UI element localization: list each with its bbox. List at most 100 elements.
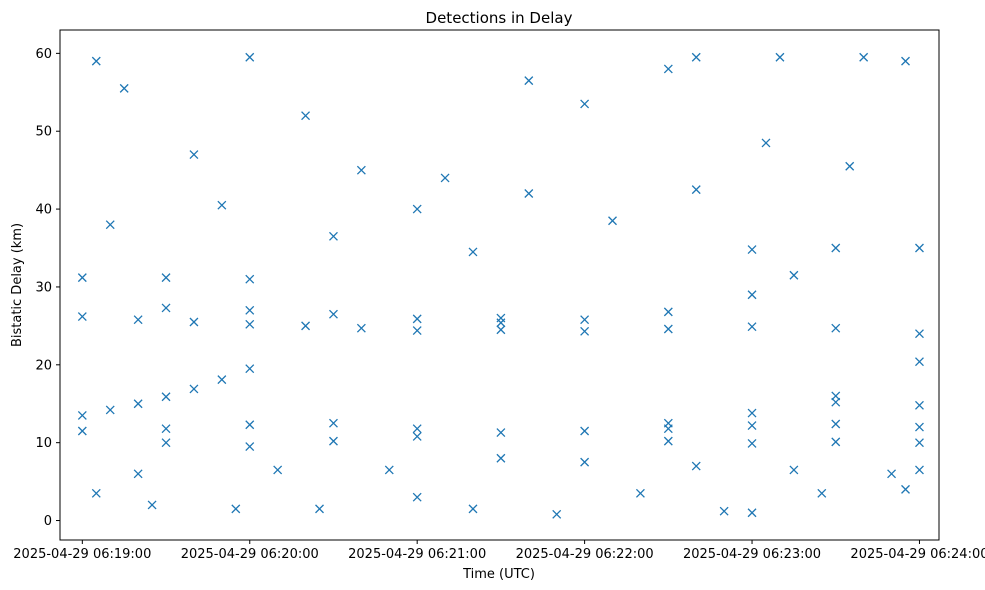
data-point [77,273,87,283]
data-point [831,437,841,447]
data-point [580,457,590,467]
data-point [105,220,115,230]
plot-frame [59,29,940,541]
data-point [580,99,590,109]
data-point [245,442,255,452]
data-point [412,424,422,434]
data-point [315,504,324,514]
data-point [524,76,534,86]
data-point [329,418,338,428]
data-point [789,465,799,475]
data-point [161,424,171,434]
x-axis-label: Time (UTC) [462,567,535,582]
data-point [412,431,422,441]
data-point [91,56,101,66]
data-point [789,270,799,280]
data-point [915,438,924,448]
data-point [496,428,506,438]
data-point [580,426,590,436]
data-point [468,247,478,257]
data-point [147,500,157,510]
data-point [356,165,366,175]
data-point [161,438,171,448]
data-point [91,488,101,498]
data-point [608,216,617,226]
data-point [901,56,910,66]
x-tick-label: 2025-04-29 06:19:00 [13,547,151,562]
x-tick-label: 2025-04-29 06:23:00 [683,547,821,562]
data-point [105,405,115,415]
data-point [217,375,227,385]
y-tick-label: 40 [35,203,52,218]
data-point [915,465,924,475]
data-point [189,384,199,394]
data-point [719,506,729,516]
data-point [245,319,255,329]
data-point [691,52,701,62]
data-point [915,422,924,432]
data-point [691,461,701,471]
data-point [901,484,910,494]
data-point [496,453,506,463]
data-markers [77,52,924,519]
data-point [231,504,241,514]
data-point [831,243,841,253]
x-tick-label: 2025-04-29 06:24:00 [850,547,985,562]
data-point [552,509,562,519]
data-point [691,185,701,195]
x-tick-label: 2025-04-29 06:22:00 [516,547,654,562]
data-point [887,469,897,479]
data-point [161,273,171,283]
data-point [329,309,338,319]
x-tick-label: 2025-04-29 06:21:00 [348,547,486,562]
y-axis-label: Bistatic Delay (km) [10,223,25,347]
data-point [356,323,366,333]
data-point [915,243,924,253]
data-point [245,420,255,430]
x-tick-label: 2025-04-29 06:20:00 [181,547,319,562]
data-point [761,138,771,148]
y-axis-ticks: 0 10 20 30 40 50 60 [35,47,60,529]
data-point [245,305,255,315]
data-point [747,245,757,255]
data-point [412,326,422,336]
data-point [245,52,255,62]
y-tick-label: 20 [35,358,52,373]
data-point [524,189,534,198]
y-tick-label: 50 [35,125,52,140]
data-point [747,438,757,448]
data-point [119,83,129,93]
data-point [831,419,841,429]
plot-background [60,30,939,540]
data-point [133,399,143,409]
data-point [831,323,841,333]
data-point [133,469,143,479]
chart-title: Detections in Delay [426,9,573,27]
y-tick-label: 10 [35,436,52,451]
data-point [635,488,645,498]
data-point [496,325,506,335]
data-point [273,465,283,475]
data-point [747,322,757,332]
data-point [77,426,87,436]
data-point [845,161,855,171]
data-point [663,436,673,446]
data-point [496,313,506,323]
x-axis-ticks: 2025-04-29 06:19:00 2025-04-29 06:20:00 20… [13,540,985,562]
data-point [77,410,87,420]
data-point [663,324,673,334]
data-point [245,364,255,374]
data-point [580,326,590,336]
data-point [329,231,338,241]
data-point [301,111,311,121]
data-point [133,315,143,325]
data-point [747,421,757,431]
data-point [747,508,757,518]
data-point [663,424,673,434]
data-point [580,315,590,325]
data-point [817,488,827,498]
data-point [412,204,422,214]
data-point [440,173,450,183]
data-point [189,150,199,160]
